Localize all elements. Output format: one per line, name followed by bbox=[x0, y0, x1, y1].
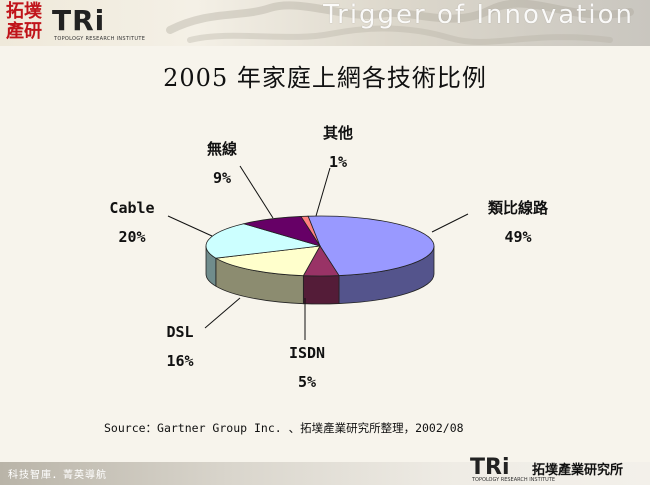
pie-slice-3 bbox=[205, 223, 321, 259]
header-banner: Trigger of Innovation 拓墣產研 TRi TOPOLOGY … bbox=[0, 0, 650, 46]
slice-value-0: 49% bbox=[504, 228, 531, 246]
pie-slice-5 bbox=[300, 215, 321, 247]
slice-label-5: 其他 bbox=[323, 124, 353, 142]
slice-value-5: 1% bbox=[329, 153, 347, 171]
leader-line-2 bbox=[204, 297, 241, 329]
logo-tri-text: TRi bbox=[52, 4, 106, 37]
slice-label-1: ISDN bbox=[289, 344, 325, 362]
chart-title: 2005 年家庭上網各技術比例 bbox=[163, 64, 487, 92]
slice-value-1: 5% bbox=[298, 373, 316, 391]
slice-label-0: 類比線路 bbox=[487, 199, 549, 217]
pie-slice-2 bbox=[214, 245, 321, 277]
footer-logo: TRi TOPOLOGY RESEARCH INSTITUTE 拓墣產業研究所 bbox=[470, 455, 645, 483]
tri-logo: 拓墣產研 TRi TOPOLOGY RESEARCH INSTITUTE bbox=[6, 2, 146, 44]
leader-line-5 bbox=[315, 167, 331, 217]
world-map-graphic bbox=[166, 0, 634, 45]
footer-slogan: 科技智庫．菁英導航 bbox=[8, 470, 107, 481]
source-note: Source：Gartner Group Inc. 、拓墣產業研究所整理，200… bbox=[104, 421, 464, 435]
pie-slice-side-1 bbox=[302, 275, 340, 305]
footer-logo-chinese: 拓墣產業研究所 bbox=[532, 463, 624, 478]
leader-line-4 bbox=[239, 165, 274, 219]
footer-logo-tri: TRi bbox=[470, 455, 510, 480]
slice-value-2: 16% bbox=[166, 352, 193, 370]
footer-logo-subtitle: TOPOLOGY RESEARCH INSTITUTE bbox=[472, 477, 556, 483]
slice-label-3: Cable bbox=[109, 199, 154, 217]
slice-value-3: 20% bbox=[118, 228, 145, 246]
logo-subtitle: TOPOLOGY RESEARCH INSTITUTE bbox=[54, 36, 146, 42]
slice-value-4: 9% bbox=[213, 169, 231, 187]
pie-slice-0 bbox=[307, 215, 435, 276]
footer-bar bbox=[0, 462, 650, 485]
leader-line-0 bbox=[431, 213, 469, 233]
logo-chinese: 拓墣產研 bbox=[6, 1, 42, 42]
tagline: Trigger of Innovation bbox=[323, 0, 634, 30]
slice-label-2: DSL bbox=[166, 323, 193, 341]
leader-line-3 bbox=[167, 215, 213, 237]
slice-label-4: 無線 bbox=[207, 140, 237, 158]
